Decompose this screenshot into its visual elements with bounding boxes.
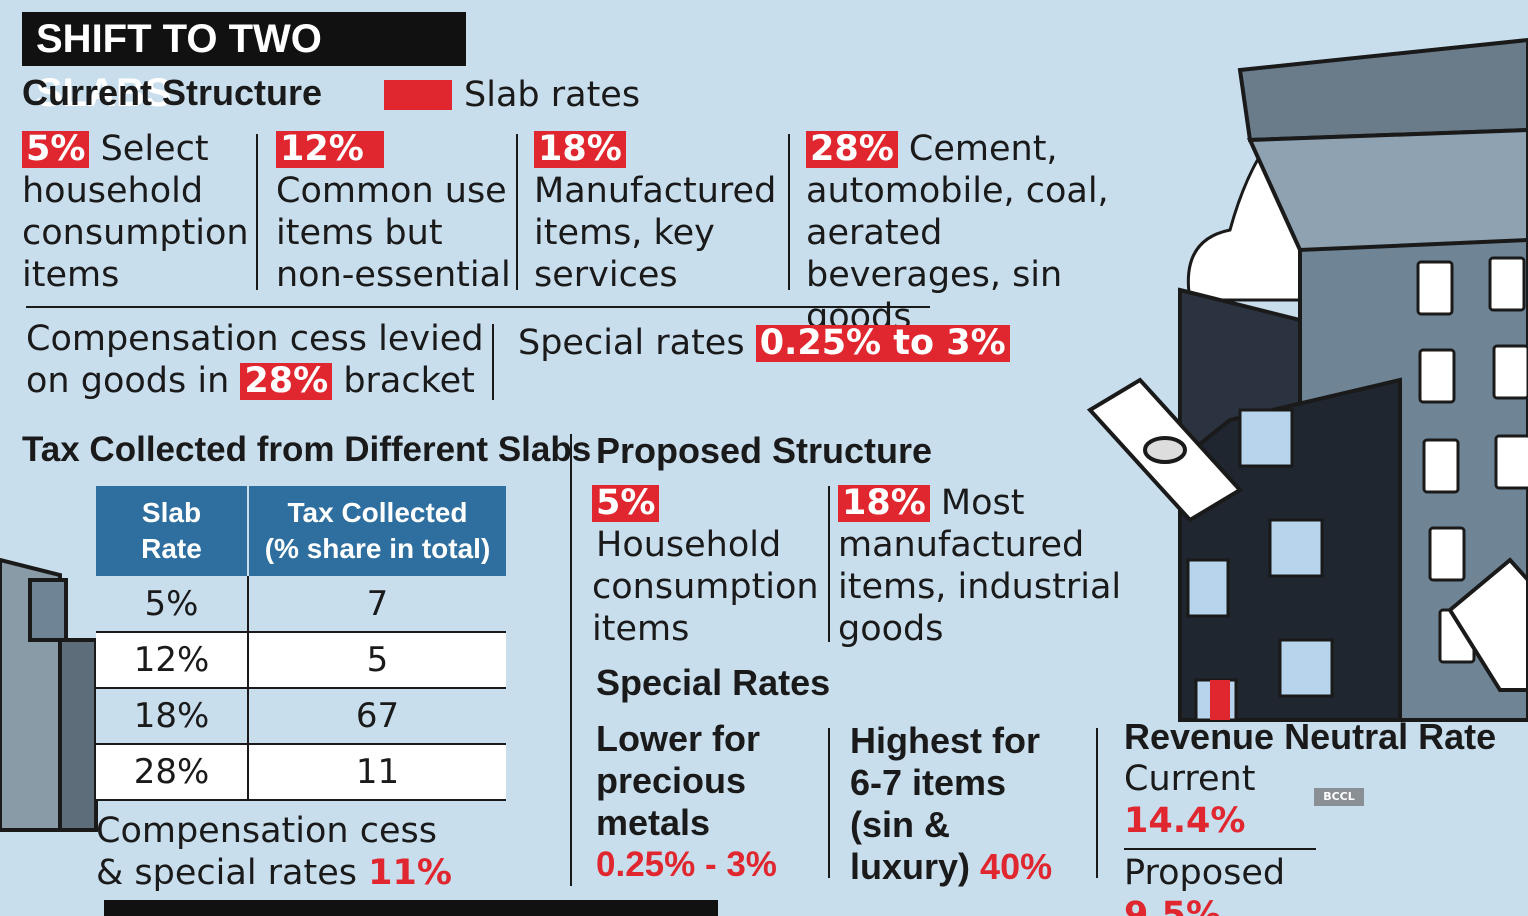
revenue-proposed-value: 9.5% <box>1124 895 1222 916</box>
table-cess-line2: & special rates <box>96 853 357 893</box>
table-cell-rate: 18% <box>96 688 249 745</box>
tax-share-table: Slab Rate Tax Collected (% share in total)… <box>96 486 506 801</box>
divider <box>788 134 790 290</box>
proposed-slab-18: 18% Most manufactured items, industrial … <box>838 482 1138 650</box>
table-cell-rate: 12% <box>96 632 249 689</box>
cess-line2-pre: on goods in <box>26 361 230 401</box>
revenue-current-label: Current <box>1124 759 1256 799</box>
table-cess-value: 11% <box>368 853 452 893</box>
revenue-neutral-heading: Revenue Neutral Rate <box>1124 716 1497 757</box>
proposed-slab-18-desc-first: Most <box>940 483 1025 523</box>
revenue-neutral-block: Revenue Neutral Rate Current 14.4% <box>1124 716 1524 842</box>
highest-rates-value: 40% <box>980 846 1053 887</box>
divider <box>828 486 830 642</box>
cess-line2-post: bracket <box>343 361 475 401</box>
next-section-bar <box>104 900 718 916</box>
section-divider <box>26 306 930 308</box>
table-cell-share: 67 <box>248 688 506 745</box>
section-divider <box>1124 848 1316 850</box>
current-slab-12-rate: 12% <box>276 131 384 168</box>
current-slab-28: 28% Cement, automobile, coal, aerated be… <box>806 128 1146 338</box>
table-header-slab-rate: Slab Rate <box>96 486 249 576</box>
proposed-slab-18-desc-rest: manufactured items, industrial goods <box>838 525 1122 649</box>
current-slab-18-rate: 18% <box>534 131 626 168</box>
tax-collected-heading: Tax Collected from Different Slabs <box>22 430 592 469</box>
table-cess-line1: Compensation cess <box>96 811 437 851</box>
table-header-tax-collected: Tax Collected (% share in total) <box>248 486 506 576</box>
table-cell-share: 5 <box>248 632 506 689</box>
special-rates-label: Special rates <box>518 323 745 363</box>
table-cell-share: 11 <box>248 744 506 801</box>
cess-rate-tag: 28% <box>240 363 333 400</box>
current-slab-5: 5% Select household consumption items <box>22 128 250 296</box>
current-special-rates: Special rates 0.25% to 3% <box>518 322 1010 364</box>
proposed-slab-5: 5% Household consumption items <box>592 482 819 650</box>
table-cess-note: Compensation cess & special rates 11% <box>96 810 556 894</box>
lower-rates-label: Lower for precious metals <box>596 718 761 843</box>
current-slab-18: 18% Manufactured items, key services <box>534 128 777 296</box>
proposed-slab-5-rate: 5% <box>592 485 660 522</box>
table-row: 18% 67 <box>96 688 506 745</box>
special-rates-heading: Special Rates <box>596 662 831 703</box>
divider <box>1096 728 1098 878</box>
current-structure-heading: Current Structure <box>22 72 323 113</box>
divider <box>256 134 258 290</box>
current-slab-12-desc: Common use items but non-essential <box>276 171 511 295</box>
divider <box>492 324 494 400</box>
current-slab-28-desc: Cement, automobile, coal, aerated bevera… <box>806 129 1109 337</box>
current-slab-5-desc: Select household consumption items <box>22 129 249 295</box>
revenue-current-value: 14.4% <box>1124 801 1246 841</box>
lower-rates-block: Lower for precious metals 0.25% - 3% <box>596 718 816 886</box>
proposed-slab-18-rate: 18% <box>838 485 930 522</box>
legend-label: Slab rates <box>464 75 641 115</box>
current-slab-28-rate: 28% <box>806 131 898 168</box>
highest-rates-block: Highest for 6-7 items (sin & luxury) 40% <box>850 720 1080 888</box>
table-row: 5% 7 <box>96 576 506 633</box>
cess-line1: Compensation cess levied <box>26 319 484 359</box>
lower-rates-value: 0.25% - 3% <box>596 845 777 884</box>
revenue-proposed-block: Proposed 9.5% <box>1124 852 1424 916</box>
divider <box>516 134 518 290</box>
current-slab-5-rate: 5% <box>22 131 90 168</box>
proposed-slab-5-desc: Household consumption items <box>592 525 819 649</box>
table-cell-rate: 5% <box>96 576 249 633</box>
special-rates-value: 0.25% to 3% <box>755 325 1010 362</box>
table-cell-share: 7 <box>248 576 506 633</box>
page-title: SHIFT TO TWO SLABS <box>22 12 466 115</box>
table-cell-rate: 28% <box>96 744 249 801</box>
divider <box>570 434 572 886</box>
legend-swatch <box>384 80 452 110</box>
proposed-structure-heading: Proposed Structure <box>596 430 933 471</box>
table-row: 28% 11 <box>96 744 506 801</box>
bccl-watermark: BCCL <box>1314 788 1364 806</box>
revenue-proposed-label: Proposed <box>1124 853 1286 893</box>
current-slab-12: 12% Common use items but non-essential <box>276 128 512 296</box>
table-row: 12% 5 <box>96 632 506 689</box>
highest-rates-label: Highest for 6-7 items (sin & luxury) 40% <box>850 720 1053 887</box>
current-slab-18-desc: Manufactured items, key services <box>534 171 777 295</box>
divider <box>828 728 830 878</box>
current-cess-note: Compensation cess levied on goods in 28%… <box>26 318 496 402</box>
